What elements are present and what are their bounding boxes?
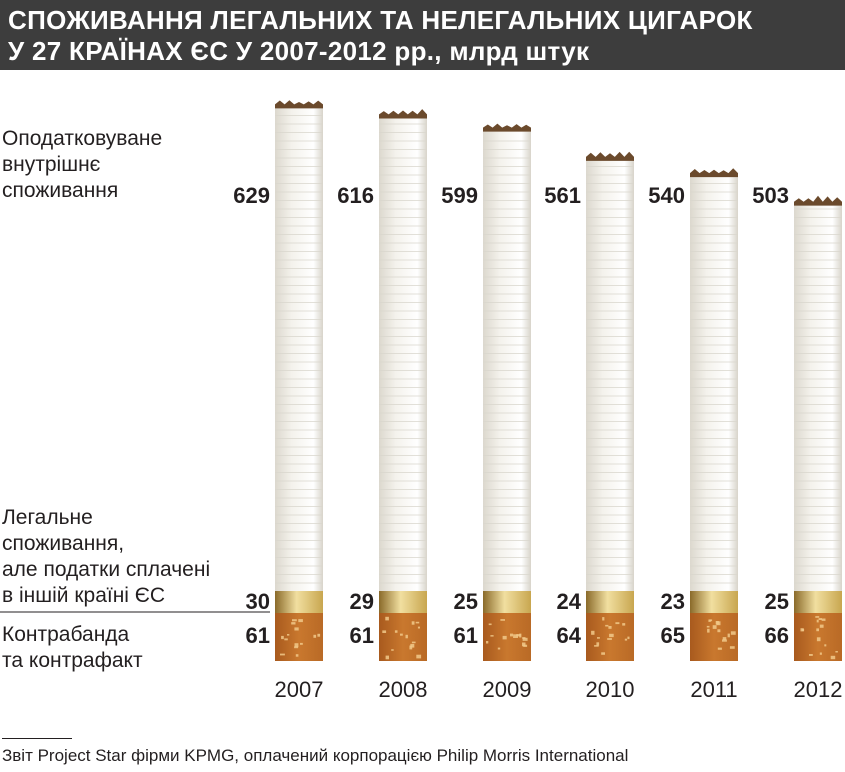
year-label-2009: 2009 (483, 677, 532, 702)
value-label-contraband-2008: 61 (350, 623, 374, 648)
ash-tip (586, 151, 634, 161)
source-note: Звіт Project Star фірми KPMG, оплачений … (2, 746, 629, 765)
year-label-2008: 2008 (379, 677, 428, 702)
year-label-2010: 2010 (586, 677, 635, 702)
source-divider (2, 738, 72, 739)
legal-other-segment-2012 (794, 591, 842, 613)
legal-other-segment-2010 (586, 591, 634, 613)
legal-other-segment-2008 (379, 591, 427, 613)
value-label-taxed-2010: 561 (544, 183, 581, 208)
contraband-segment-2011 (690, 613, 738, 661)
value-label-taxed-2012: 503 (752, 183, 789, 208)
ash-tip (379, 109, 427, 119)
label-legal-other-country: Легальне споживання, але податки сплачен… (2, 506, 211, 607)
value-label-contraband-2011: 65 (661, 623, 685, 648)
legal-other-segment-2011 (690, 591, 738, 613)
year-label-2007: 2007 (275, 677, 324, 702)
value-label-contraband-2009: 61 (454, 623, 478, 648)
value-label-contraband-2010: 64 (557, 623, 582, 648)
taxed-segment-2012 (794, 202, 842, 591)
ash-tip (794, 195, 842, 206)
taxed-segment-2011 (690, 174, 738, 591)
value-label-taxed-2009: 599 (441, 183, 478, 208)
value-label-taxed-2007: 629 (233, 183, 270, 208)
label-contraband: Контрабанда та контрафакт (2, 623, 143, 672)
value-label-legal-2008: 29 (350, 589, 374, 614)
cigarette-bar-2008: 616 29 61 2008 (337, 109, 427, 702)
cigarette-bar-2007: 629 30 61 2007 (233, 100, 323, 702)
value-label-contraband-2012: 66 (765, 623, 789, 648)
value-label-legal-2007: 30 (246, 589, 270, 614)
chart-title-line-2: У 27 КРАЇНАХ ЄС У 2007-2012 рр., млрд шт… (8, 36, 590, 66)
taxed-segment-2009 (483, 128, 531, 591)
taxed-segment-2007 (275, 105, 323, 592)
value-label-legal-2009: 25 (454, 589, 478, 614)
value-label-taxed-2011: 540 (648, 183, 685, 208)
cigarette-bar-2009: 599 25 61 2009 (441, 123, 532, 702)
chart-title-line-1: СПОЖИВАННЯ ЛЕГАЛЬНИХ ТА НЕЛЕГАЛЬНИХ ЦИГА… (8, 5, 753, 35)
value-label-legal-2012: 25 (765, 589, 789, 614)
cigarette-bar-2010: 561 24 64 2010 (544, 151, 635, 702)
ash-tip (483, 123, 531, 132)
ash-tip (275, 100, 323, 109)
chart-title-bar: СПОЖИВАННЯ ЛЕГАЛЬНИХ ТА НЕЛЕГАЛЬНИХ ЦИГА… (0, 0, 845, 70)
value-label-legal-2011: 23 (661, 589, 685, 614)
year-label-2011: 2011 (690, 677, 737, 702)
legal-other-segment-2007 (275, 591, 323, 613)
year-label-2012: 2012 (794, 677, 843, 702)
cigarette-bar-2012: 503 25 66 2012 (752, 183, 842, 702)
cigarette-chart: 629 30 61 2007 616 29 61 2008 599 25 61 2009 561 24 64… (0, 100, 842, 702)
value-label-taxed-2008: 616 (337, 183, 374, 208)
contraband-segment-2008 (379, 613, 427, 661)
taxed-segment-2010 (586, 157, 634, 591)
legal-other-segment-2009 (483, 591, 531, 613)
value-label-legal-2010: 24 (557, 589, 582, 614)
cigarette-bar-2011: 540 23 65 2011 (648, 168, 738, 702)
label-taxed-consumption: Оподатковуване внутрішнє споживання (2, 127, 163, 202)
ash-tip (690, 168, 738, 178)
value-label-contraband-2007: 61 (246, 623, 270, 648)
contraband-segment-2009 (483, 613, 531, 661)
